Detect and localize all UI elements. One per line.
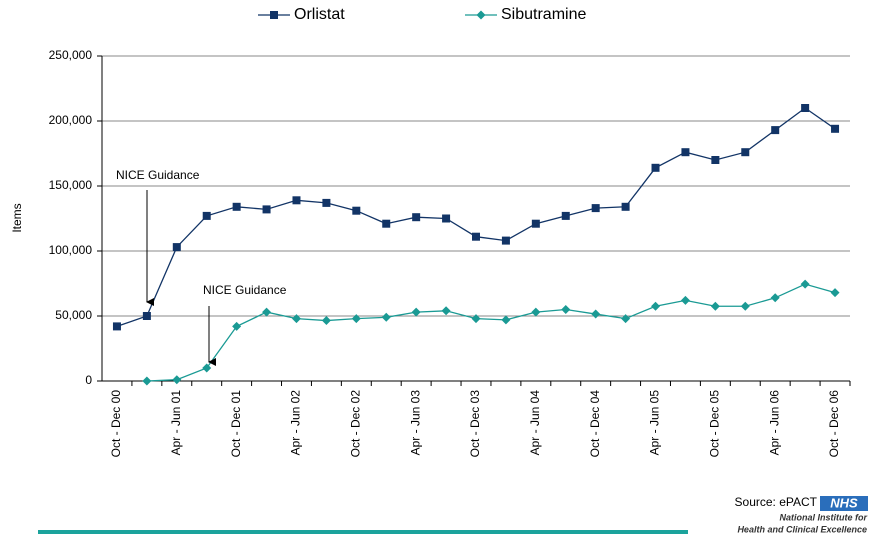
- marker: [531, 219, 540, 228]
- x-tick-label: Oct - Dec 03: [468, 390, 482, 458]
- marker: [232, 321, 242, 331]
- marker: [770, 293, 780, 303]
- y-tick-label: 0: [85, 373, 92, 387]
- marker: [801, 104, 810, 112]
- marker: [681, 148, 690, 157]
- marker: [741, 148, 750, 157]
- marker: [680, 295, 690, 305]
- marker: [412, 213, 421, 222]
- y-tick-label: 250,000: [49, 48, 93, 62]
- marker: [381, 312, 391, 322]
- marker: [531, 307, 541, 317]
- x-tick-label: Apr - Jun 05: [648, 390, 662, 456]
- marker: [292, 196, 301, 205]
- y-tick-label: 100,000: [49, 243, 93, 257]
- marker: [591, 309, 601, 319]
- marker: [262, 307, 272, 317]
- y-tick-label: 50,000: [55, 308, 92, 322]
- marker: [591, 204, 600, 213]
- y-tick-label: 150,000: [49, 178, 93, 192]
- legend-label: Sibutramine: [501, 6, 586, 23]
- marker: [172, 243, 181, 252]
- marker: [202, 211, 211, 220]
- org-name: National Institute for: [780, 512, 868, 522]
- logo-box: [820, 496, 868, 511]
- marker: [322, 198, 331, 207]
- marker: [740, 301, 750, 311]
- marker: [561, 305, 571, 314]
- annotation: NICE Guidance: [116, 168, 200, 182]
- marker: [382, 219, 391, 228]
- marker: [651, 163, 660, 172]
- org-name: Health and Clinical Excellence: [737, 524, 867, 534]
- annotation: NICE Guidance: [203, 283, 287, 297]
- y-axis-label: Items: [10, 203, 24, 232]
- x-tick-label: Apr - Jun 02: [289, 390, 303, 456]
- marker: [501, 315, 511, 325]
- marker: [651, 301, 661, 311]
- legend-label: Orlistat: [294, 6, 345, 23]
- x-tick-label: Oct - Dec 00: [109, 390, 123, 458]
- x-tick-label: Apr - Jun 06: [767, 390, 781, 456]
- legend-marker: [270, 11, 278, 19]
- marker: [621, 202, 630, 211]
- marker: [112, 322, 121, 331]
- marker: [441, 306, 451, 316]
- x-tick-label: Apr - Jun 04: [528, 390, 542, 456]
- marker: [800, 279, 810, 289]
- marker: [411, 307, 421, 317]
- logo: NHS: [830, 495, 858, 510]
- marker: [321, 316, 331, 326]
- marker: [561, 211, 570, 220]
- marker: [142, 376, 152, 386]
- marker: [172, 375, 182, 385]
- x-tick-label: Apr - Jun 01: [169, 390, 183, 456]
- marker: [771, 126, 780, 135]
- marker: [142, 312, 151, 320]
- y-tick-label: 200,000: [49, 113, 93, 127]
- x-tick-label: Oct - Dec 05: [708, 390, 722, 458]
- marker: [501, 236, 510, 245]
- marker: [202, 363, 212, 373]
- marker: [711, 156, 720, 164]
- marker: [352, 206, 361, 215]
- x-tick-label: Oct - Dec 01: [229, 390, 243, 458]
- marker: [291, 314, 301, 324]
- x-tick-label: Oct - Dec 02: [348, 390, 362, 458]
- marker: [831, 124, 840, 133]
- source: Source: ePACT: [735, 495, 818, 509]
- marker: [232, 202, 241, 211]
- x-tick-label: Oct - Dec 06: [827, 390, 841, 458]
- legend-marker: [476, 10, 486, 20]
- marker: [710, 301, 720, 311]
- series-line: [146, 283, 836, 382]
- marker: [471, 314, 481, 324]
- x-tick-label: Oct - Dec 04: [588, 390, 602, 458]
- marker: [262, 205, 271, 214]
- marker: [442, 214, 451, 223]
- x-tick-label: Apr - Jun 03: [408, 390, 422, 456]
- marker: [472, 232, 480, 241]
- marker: [621, 314, 631, 324]
- marker: [351, 314, 361, 324]
- marker: [830, 288, 840, 298]
